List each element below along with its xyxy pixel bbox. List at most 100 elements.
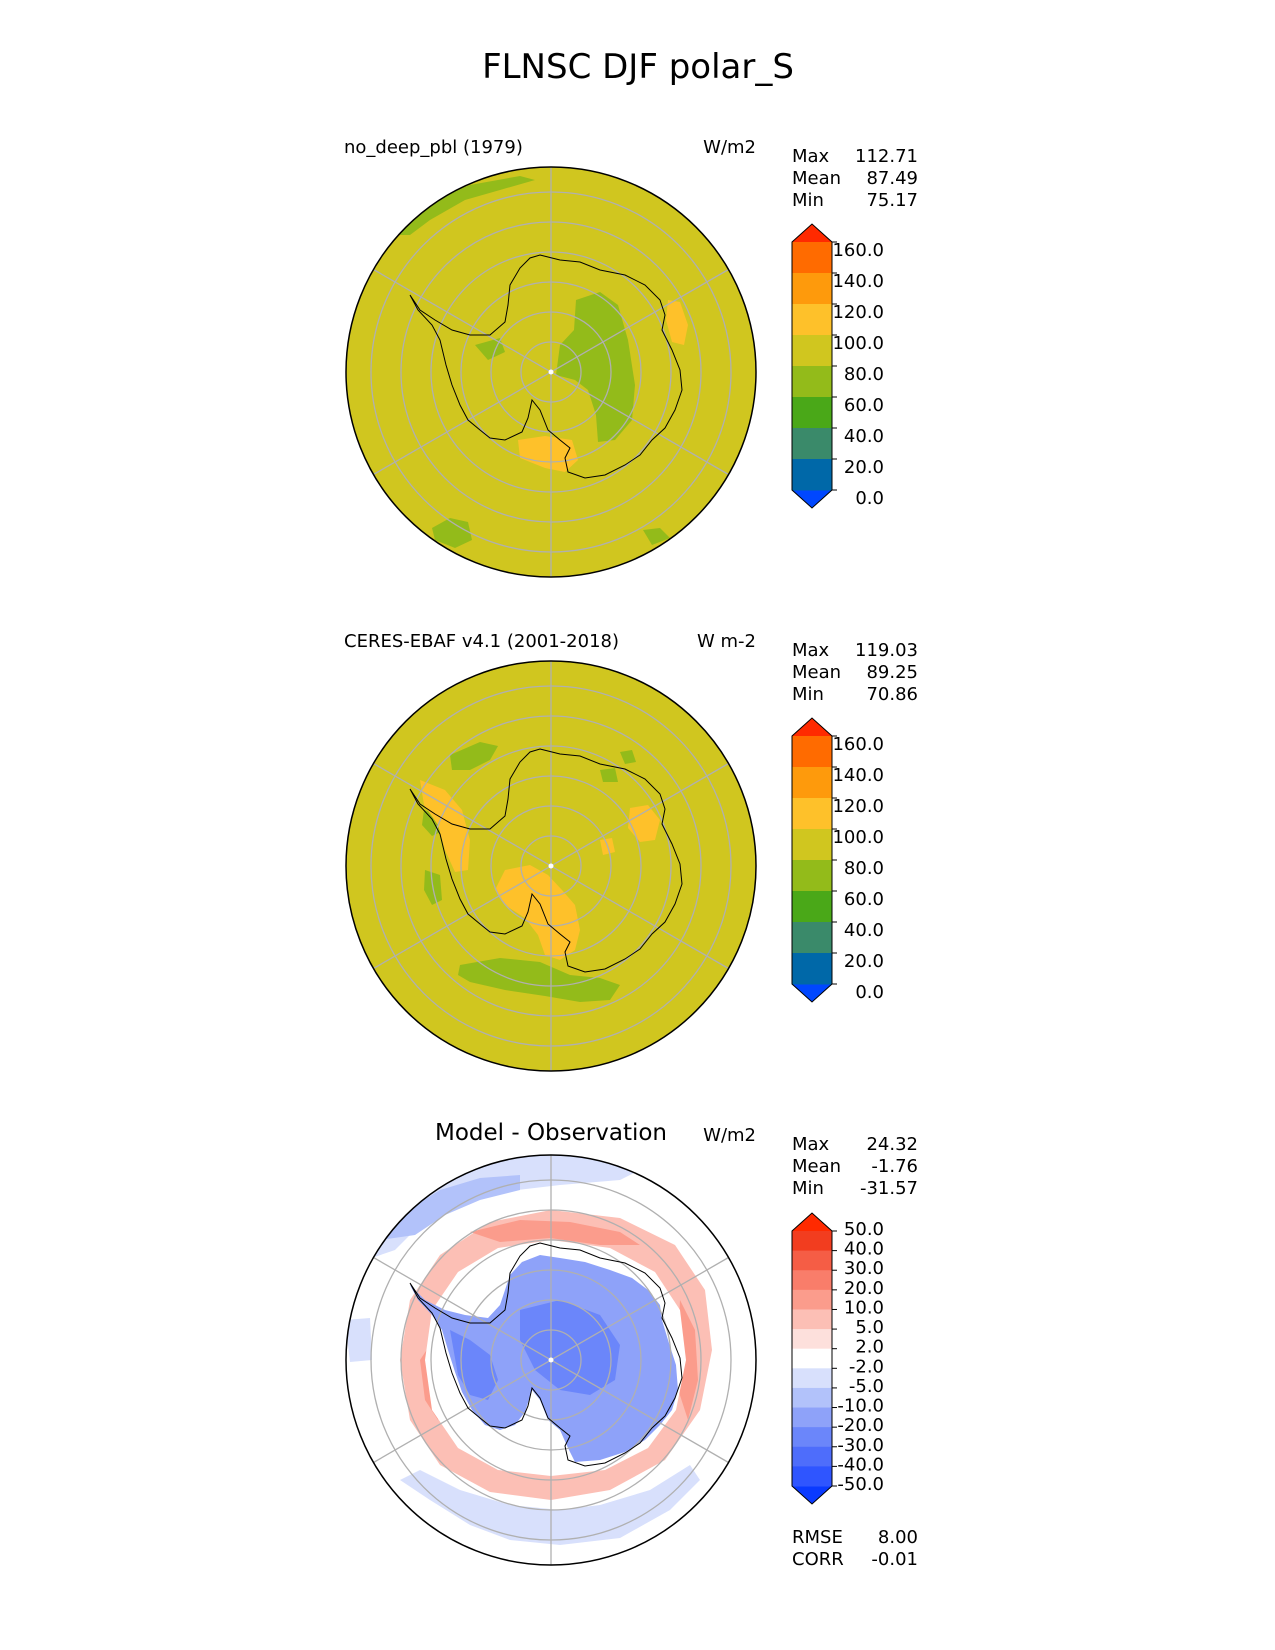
stat-label: Min <box>792 684 824 705</box>
colorbar-tick-label: 100.0 <box>832 333 884 354</box>
stat-value: 87.49 <box>866 168 918 189</box>
field-patch-yellow <box>518 436 578 472</box>
antarctica-coastline <box>409 254 683 479</box>
pole-marker <box>548 369 554 375</box>
colorbar-bin <box>792 953 832 985</box>
field-patch-green <box>458 958 620 1002</box>
colorbar-tick-label: 30.0 <box>844 1258 884 1279</box>
colorbar-tick-label: 20.0 <box>844 951 884 972</box>
colorbar-tick-label: 80.0 <box>844 858 884 879</box>
colorbar-tick-label: -50.0 <box>837 1474 884 1495</box>
colorbar-tick-label: 0.0 <box>855 488 884 509</box>
colorbar-bin <box>792 1407 832 1428</box>
colorbar-bin <box>792 1446 832 1467</box>
colorbar-bin <box>792 428 832 460</box>
map-boundary <box>345 1154 757 1566</box>
colorbar-bin <box>792 242 832 274</box>
colorbar-diff: 50.040.030.020.010.05.02.0-2.0-5.0-10.0-… <box>791 1212 884 1505</box>
colorbar-tick-label: 10.0 <box>844 1297 884 1318</box>
panel-diff-units: W/m2 <box>703 1125 756 1146</box>
colorbar-extend-max <box>792 1213 832 1231</box>
colorbar-tick-label: 140.0 <box>832 271 884 292</box>
stat-value: 70.86 <box>866 684 918 705</box>
colorbar-tick-label: 0.0 <box>855 982 884 1003</box>
colorbar-extend-min <box>792 1486 832 1504</box>
field-patch-red <box>470 1220 640 1245</box>
pole-marker <box>548 863 554 869</box>
panel-obs-units: W m-2 <box>697 631 756 652</box>
pole-marker <box>548 1357 554 1363</box>
map-boundary <box>345 660 757 1072</box>
panel-diff-title: Model - Observation <box>435 1120 667 1146</box>
colorbar-tick-label: -20.0 <box>837 1415 884 1436</box>
field-patch-blue <box>380 1175 520 1240</box>
stat-value: -31.57 <box>860 1178 918 1199</box>
panel-model-units: W/m2 <box>703 137 756 158</box>
stat-label: Max <box>792 1134 830 1155</box>
figure-title: FLNSC DJF polar_S <box>482 47 794 87</box>
metric-value: -0.01 <box>871 1549 918 1570</box>
colorbar-bin <box>792 1250 832 1271</box>
colorbar-bin <box>792 1231 832 1252</box>
colorbar-tick-label: 60.0 <box>844 889 884 910</box>
colorbar-tick-label: 20.0 <box>844 1278 884 1299</box>
field-patch-yellow <box>420 780 470 872</box>
colorbar-tick-label: 80.0 <box>844 364 884 385</box>
antarctica-coastline <box>409 1242 683 1467</box>
stat-value: 89.25 <box>866 662 918 683</box>
map-boundary <box>345 166 757 578</box>
colorbar-bin <box>792 1427 832 1448</box>
stat-label: Mean <box>792 662 841 683</box>
stat-label: Mean <box>792 1156 841 1177</box>
antarctica-coastline <box>409 748 683 973</box>
colorbar-bin <box>792 798 832 830</box>
colorbar-tick-label: -10.0 <box>837 1396 884 1417</box>
colorbar-bin <box>792 922 832 954</box>
colorbar-bin <box>792 1309 832 1330</box>
field-patch-green <box>556 292 635 442</box>
colorbar-bin <box>792 1466 832 1487</box>
colorbar-tick-label: 100.0 <box>832 827 884 848</box>
panel-obs-title: CERES-EBAF v4.1 (2001-2018) <box>344 631 619 652</box>
field-patch-yellow <box>628 805 660 842</box>
stat-value: -1.76 <box>871 1156 918 1177</box>
colorbar-tick-label: 40.0 <box>844 426 884 447</box>
panel-model: no_deep_pbl (1979) W/m2 Max 112. <box>344 137 918 578</box>
colorbar-bin <box>792 273 832 305</box>
colorbar-tick-label: 140.0 <box>832 765 884 786</box>
colorbar-tick-label: 120.0 <box>832 796 884 817</box>
stat-label: Min <box>792 1178 824 1199</box>
colorbar-bin <box>792 1348 832 1369</box>
panel-diff: Model - Observation W/m2 <box>345 1120 918 1570</box>
colorbar-tick-label: -5.0 <box>849 1376 884 1397</box>
colorbar-bin <box>792 891 832 923</box>
field-patch-green <box>450 742 498 770</box>
colorbar-bin <box>792 829 832 861</box>
colorbar-tick-label: 20.0 <box>844 457 884 478</box>
colorbar-extend-min <box>792 984 832 1002</box>
colorbar-bin <box>792 1289 832 1310</box>
colorbar-tick-label: 120.0 <box>832 302 884 323</box>
colorbar-bin <box>792 767 832 799</box>
colorbar-bin <box>792 397 832 429</box>
colorbar-bin <box>792 736 832 768</box>
colorbar-bin <box>792 335 832 367</box>
stat-value: 119.03 <box>855 640 918 661</box>
colorbar-tick-label: 40.0 <box>844 920 884 941</box>
stat-label: Min <box>792 190 824 211</box>
colorbar-bin <box>792 1368 832 1389</box>
stat-value: 24.32 <box>866 1134 918 1155</box>
colorbar-tick-label: -2.0 <box>849 1356 884 1377</box>
colorbar-tick-label: -40.0 <box>837 1454 884 1475</box>
colorbar-bin <box>792 304 832 336</box>
field-patch-yellow <box>495 865 580 960</box>
colorbar-bin <box>792 1270 832 1291</box>
field-patch-green <box>620 750 636 764</box>
colorbar-extend-max <box>792 718 832 736</box>
colorbar-tick-label: 50.0 <box>844 1219 884 1240</box>
stat-value: 75.17 <box>866 190 918 211</box>
colorbar-tick-label: -30.0 <box>837 1435 884 1456</box>
colorbar-bin <box>792 860 832 892</box>
colorbar-tick-label: 160.0 <box>832 734 884 755</box>
